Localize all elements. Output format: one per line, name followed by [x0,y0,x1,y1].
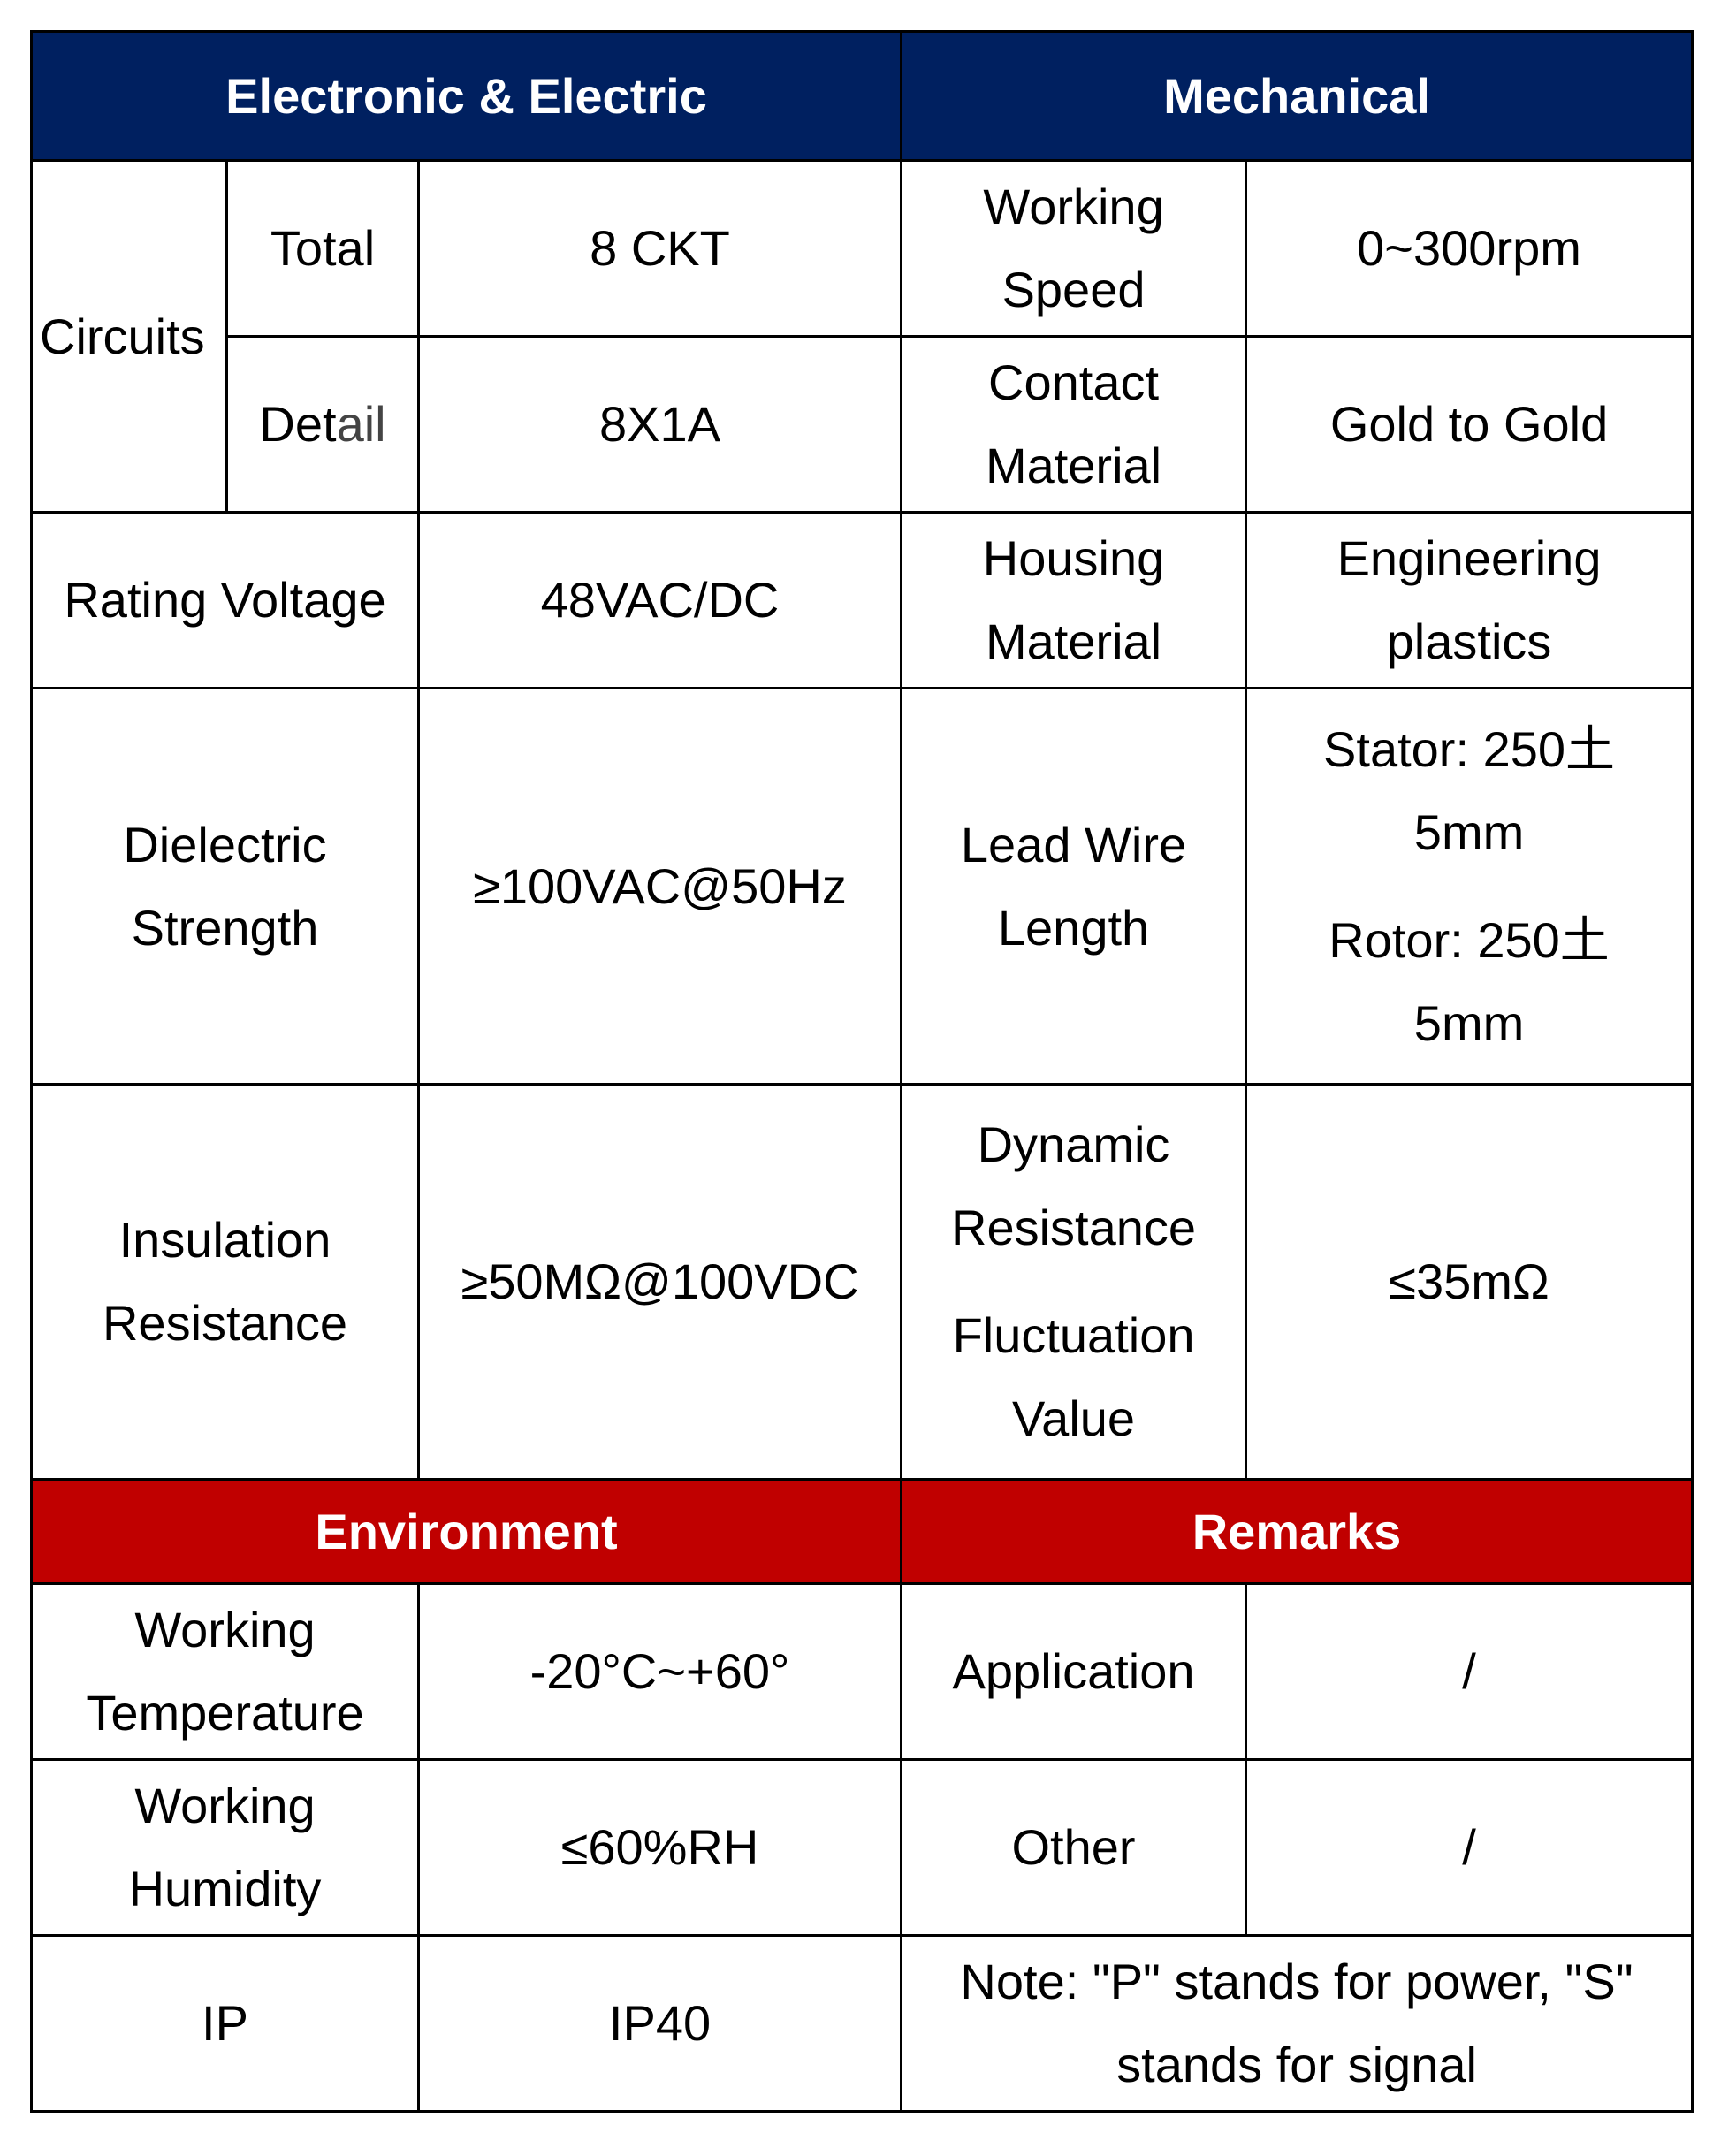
contact-value: Gold to Gold [1245,335,1694,514]
rating-voltage-label: Rating Voltage [30,511,420,689]
temp-label-line2: Temperature [86,1685,364,1741]
application-value: / [1245,1582,1694,1761]
lead-stator-line1: Stator: 250土 [1323,720,1616,777]
lead-label-line1: Lead Wire [960,816,1187,872]
housing-value: Engineering plastics [1245,511,1694,689]
speed-label-line1: Working [983,179,1164,234]
table-row: IP IP40 Note: "P" stands for power, "S" s… [30,1934,1694,2113]
table-row: Rating Voltage 48VAC/DC Housing Material … [30,511,1694,689]
environment-header: Environment [29,1478,903,1585]
dielectric-value: ≥100VAC@50Hz [416,687,903,1086]
insulation-label-line2: Resistance [102,1295,348,1351]
ip-value: IP40 [416,1934,903,2113]
temperature-label: Working Temperature [30,1582,420,1761]
lead-rotor-line2: 5mm [1413,994,1525,1051]
note-line1: Note: "P" stands for power, "S" [960,1954,1633,2009]
header-row-2: Environment Remarks [29,1478,1694,1585]
dynamic-resistance-value: ≤35mΩ [1245,1083,1694,1481]
mechanical-header: Mechanical [900,30,1694,162]
lead-wire-label: Lead Wire Length [900,687,1248,1086]
table-row: Dielectric Strength ≥100VAC@50Hz Lead Wir… [30,687,1694,1086]
dynamic-label-line1: Dynamic [977,1116,1170,1172]
spec-table: Electronic & Electric Mechanical Circuit… [29,30,1694,2113]
ip-label: IP [30,1934,420,2113]
electronic-header: Electronic & Electric [29,30,903,162]
rating-voltage-value: 48VAC/DC [416,511,903,689]
dynamic-label-line4: Value [1011,1390,1136,1446]
table-row: Detail 8X1A Contact Material Gold to Gold [32,335,1694,514]
table-row: Circuits Total 8 CKT Working Speed 0~300r… [30,159,1694,514]
insulation-value: ≥50MΩ@100VDC [416,1083,903,1481]
humidity-label-line2: Humidity [128,1861,322,1916]
other-value: / [1245,1758,1694,1937]
circuits-label: Circuits [30,159,228,514]
dielectric-label: Dielectric Strength [30,687,420,1086]
contact-label: Contact Material [900,335,1248,514]
other-label: Other [900,1758,1248,1937]
note-line2: stands for signal [1116,2037,1477,2092]
lead-stator-line2: 5mm [1413,804,1525,860]
lead-rotor-line1: Rotor: 250土 [1329,911,1610,968]
housing-label: Housing Material [900,511,1248,689]
detail-label: Detail [225,335,420,514]
dynamic-resistance-label: Dynamic Resistance Fluctuation Value [900,1083,1248,1481]
dielectric-label-line2: Strength [131,899,319,956]
humidity-value: ≤60%RH [416,1758,903,1937]
note-cell: Note: "P" stands for power, "S" stands fo… [900,1934,1694,2113]
speed-label-line2: Speed [1001,262,1146,317]
speed-label: Working Speed [900,159,1248,338]
table-row: Working Temperature -20°C~+60° Applicatio… [30,1582,1694,1761]
housing-value-line2: plastics [1386,613,1552,669]
humidity-label-line1: Working [134,1778,316,1833]
lead-wire-value: Stator: 250土 5mm Rotor: 250土 5mm [1245,687,1694,1086]
remarks-header: Remarks [900,1478,1694,1585]
temperature-value: -20°C~+60° [416,1582,903,1761]
total-value: 8 CKT [416,159,903,338]
housing-value-line1: Engineering [1336,530,1602,586]
contact-label-line1: Contact [988,354,1160,410]
speed-value: 0~300rpm [1245,159,1694,338]
insulation-label: Insulation Resistance [30,1083,420,1481]
detail-label-a: Det [259,396,337,452]
detail-value: 8X1A [416,335,903,514]
lead-label-line2: Length [997,899,1150,956]
application-label: Application [900,1582,1248,1761]
total-label: Total [225,159,420,338]
dynamic-label-line3: Fluctuation [952,1307,1195,1363]
insulation-label-line1: Insulation [118,1212,331,1268]
table-row: Working Humidity ≤60%RH Other / [30,1758,1694,1937]
humidity-label: Working Humidity [30,1758,420,1937]
table-row: Insulation Resistance ≥50MΩ@100VDC Dynami… [30,1083,1694,1481]
header-row-1: Electronic & Electric Mechanical [29,30,1694,162]
temp-label-line1: Working [134,1602,316,1657]
dielectric-label-line1: Dielectric [123,816,327,872]
housing-label-line1: Housing [982,530,1165,586]
contact-label-line2: Material [985,438,1162,493]
housing-label-line2: Material [985,613,1162,669]
detail-label-b: ail [336,396,386,452]
dynamic-label-line2: Resistance [951,1200,1197,1255]
